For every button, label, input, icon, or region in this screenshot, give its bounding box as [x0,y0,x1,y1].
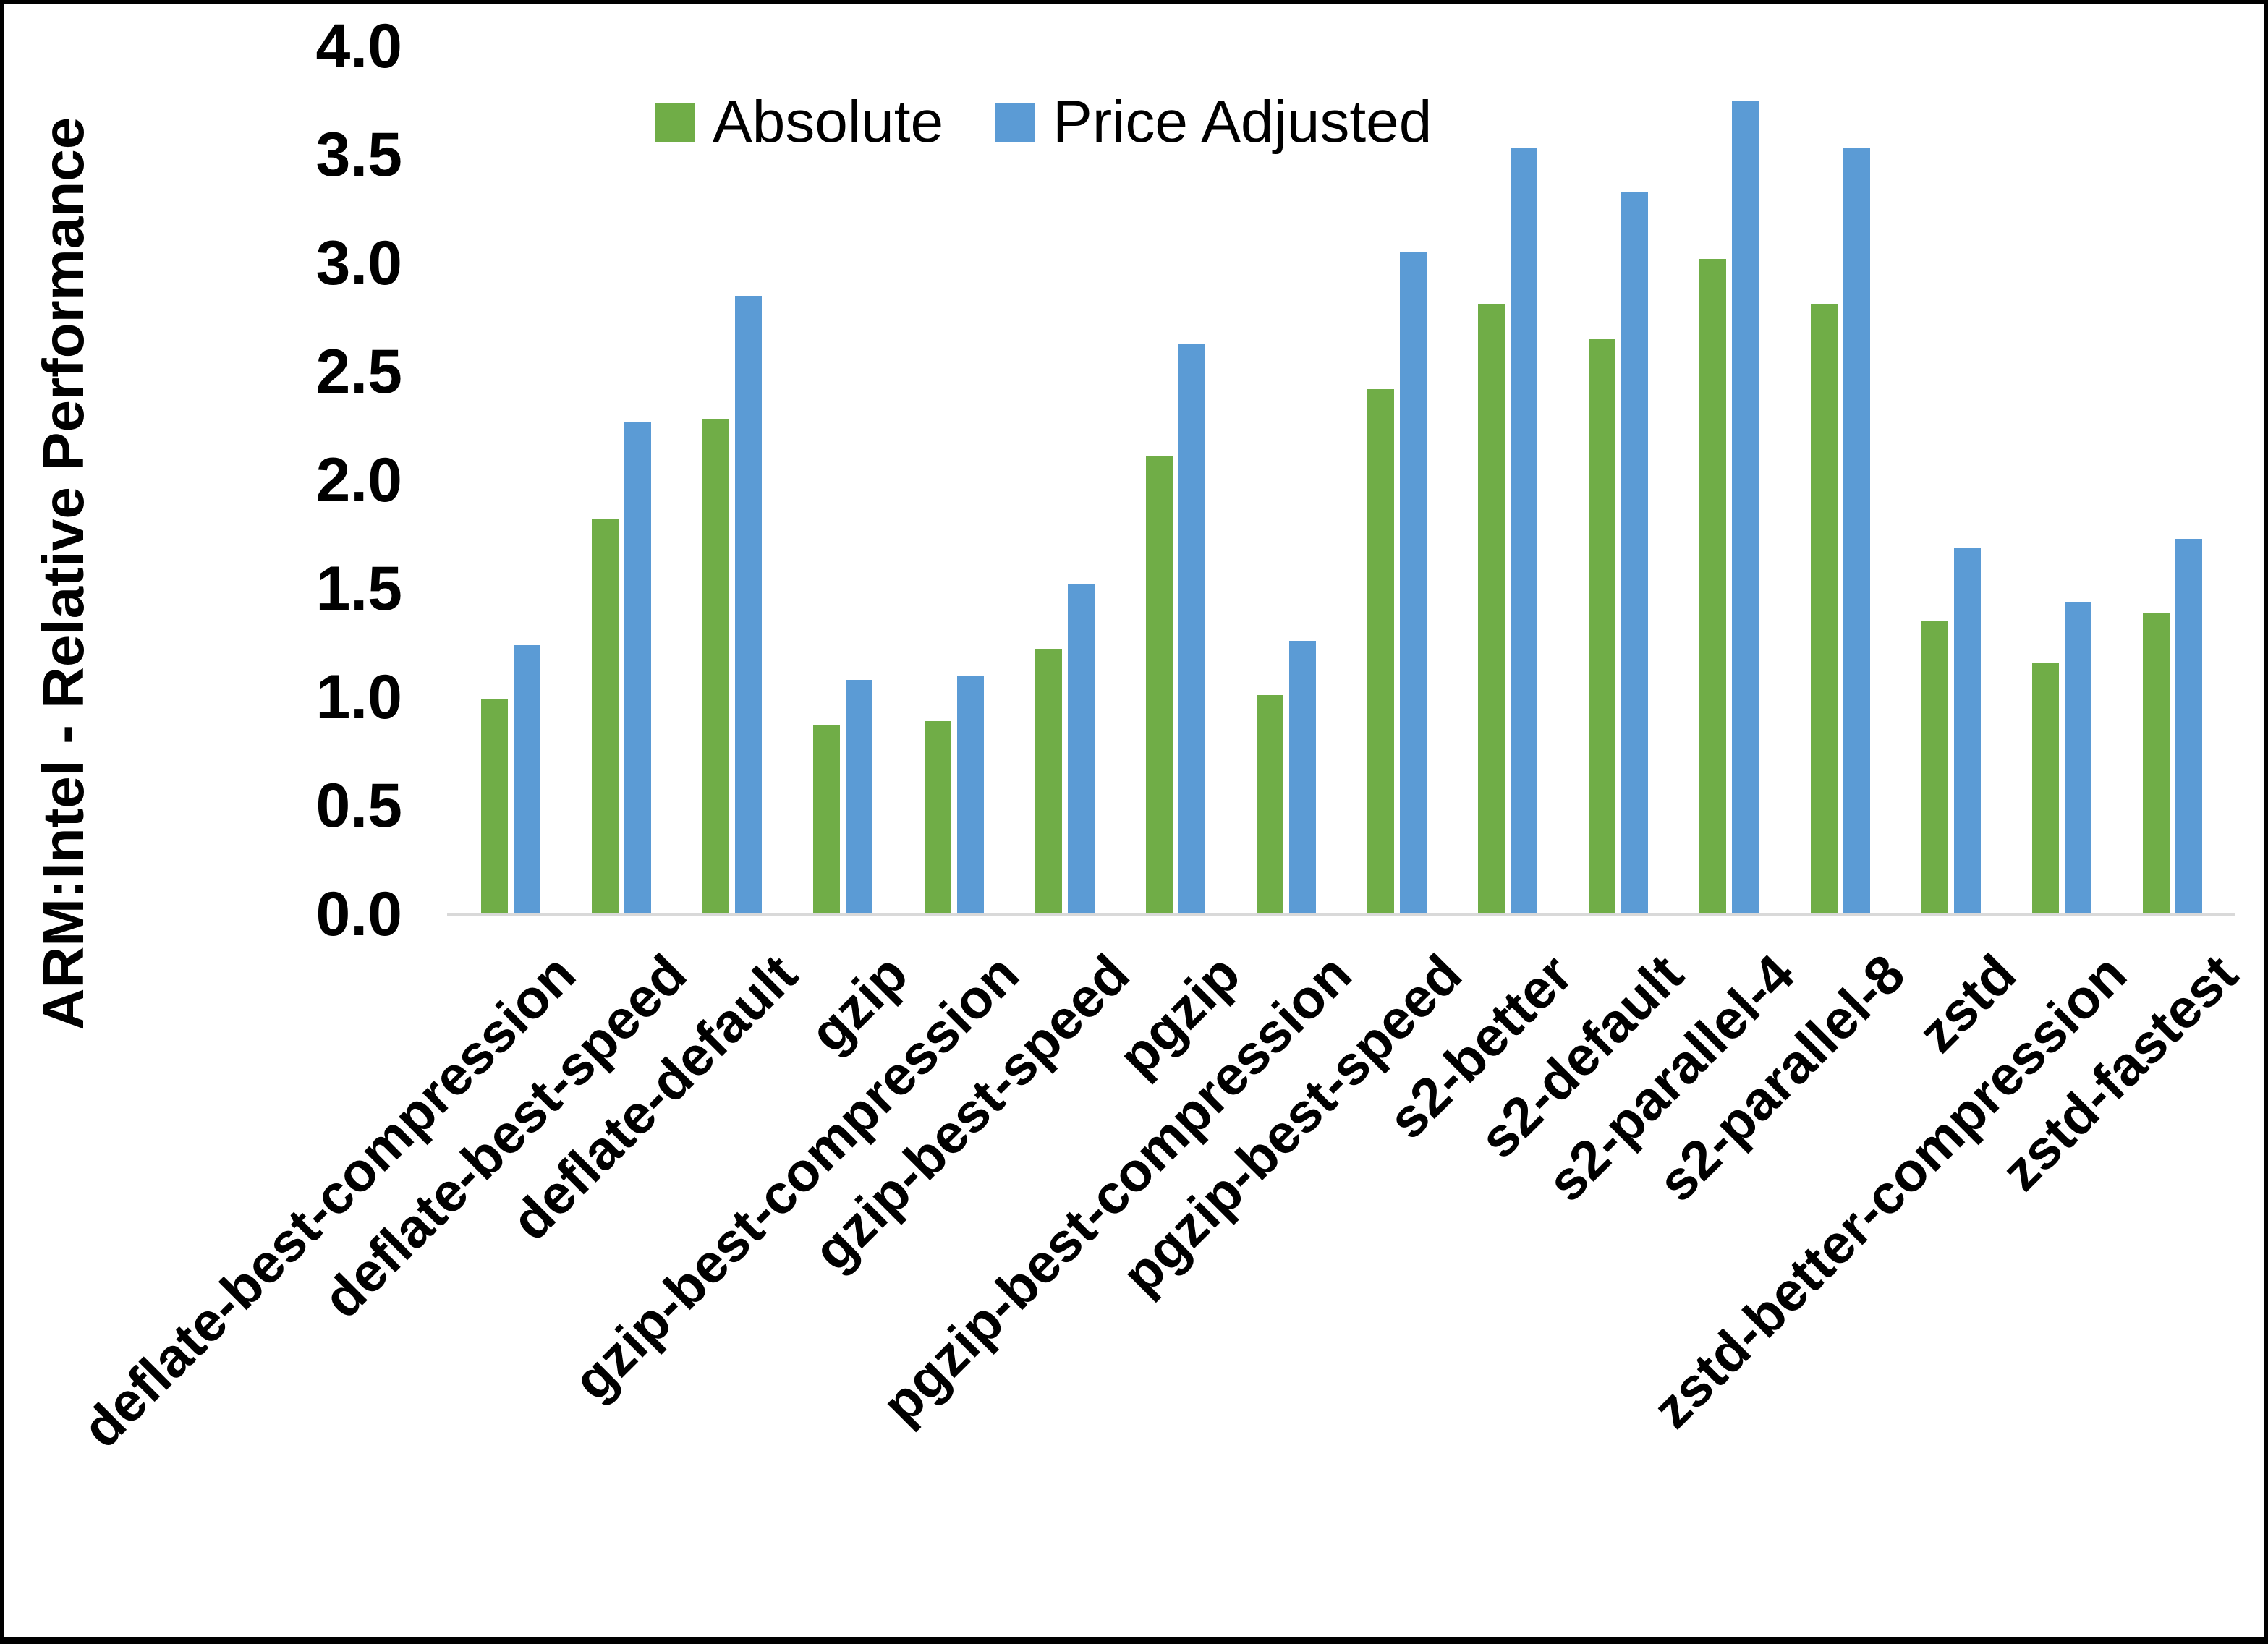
y-tick-label: 0.5 [315,771,402,840]
bar-absolute [2031,663,2059,914]
bar-absolute [1367,389,1395,914]
bar-absolute [1589,339,1616,914]
bar-price-adjusted [514,645,540,914]
bar-absolute [1921,621,1948,914]
bar-absolute [1145,456,1173,914]
bar-price-adjusted [624,422,652,914]
bar-absolute [1699,259,1727,914]
bar-price-adjusted [1843,148,1870,914]
bar-price-adjusted [1178,344,1205,914]
bar-price-adjusted [1621,192,1649,914]
bar-price-adjusted [2175,539,2202,914]
bar-price-adjusted [956,676,984,914]
bar-absolute [2142,613,2170,914]
bar-price-adjusted [1732,101,1759,914]
bar-price-adjusted [1400,252,1427,914]
y-tick-label: 3.5 [315,120,402,189]
bar-price-adjusted [846,680,873,914]
legend-item-absolute: Absolute [655,88,943,156]
legend-item-price-adjusted: Price Adjusted [995,88,1432,156]
y-tick-label: 2.5 [315,337,402,406]
y-tick-label: 4.0 [315,12,402,81]
legend-swatch-price-adjusted-icon [995,102,1036,142]
y-tick-label: 0.0 [315,880,402,949]
bar-absolute [924,721,951,914]
y-tick-label: 2.0 [315,446,402,515]
bar-absolute [702,419,730,914]
y-tick-label: 1.0 [315,663,402,732]
bar-price-adjusted [2064,602,2091,914]
y-tick-label: 3.0 [315,229,402,298]
legend-swatch-absolute-icon [655,102,695,142]
legend-label-price-adjusted: Price Adjusted [1053,89,1432,155]
bar-price-adjusted [1953,548,1981,914]
bar-absolute [1256,695,1283,914]
y-axis-title: ARM:Intel - Relative Performance [31,116,95,1031]
x-axis-line [447,913,2235,916]
bar-absolute [592,519,619,914]
legend: Absolute Price Adjusted [655,88,1432,156]
bar-price-adjusted [1067,584,1095,914]
legend-label-absolute: Absolute [713,89,944,155]
bar-absolute [1035,649,1062,914]
bar-absolute [1810,304,1838,914]
bar-absolute [481,699,508,914]
y-tick-label: 1.5 [315,554,402,623]
bar-price-adjusted [1511,148,1538,914]
bar-absolute [1478,304,1505,914]
bar-price-adjusted [735,296,763,914]
bar-price-adjusted [1288,641,1316,914]
bar-absolute [813,725,841,914]
